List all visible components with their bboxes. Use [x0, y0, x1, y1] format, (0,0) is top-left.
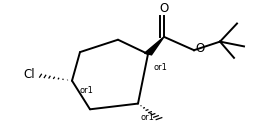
- Text: Cl: Cl: [23, 69, 35, 81]
- Text: O: O: [159, 2, 169, 15]
- Text: or1: or1: [80, 86, 94, 95]
- Text: or1: or1: [141, 113, 154, 122]
- Polygon shape: [145, 37, 164, 55]
- Text: or1: or1: [153, 63, 167, 72]
- Text: O: O: [195, 42, 205, 55]
